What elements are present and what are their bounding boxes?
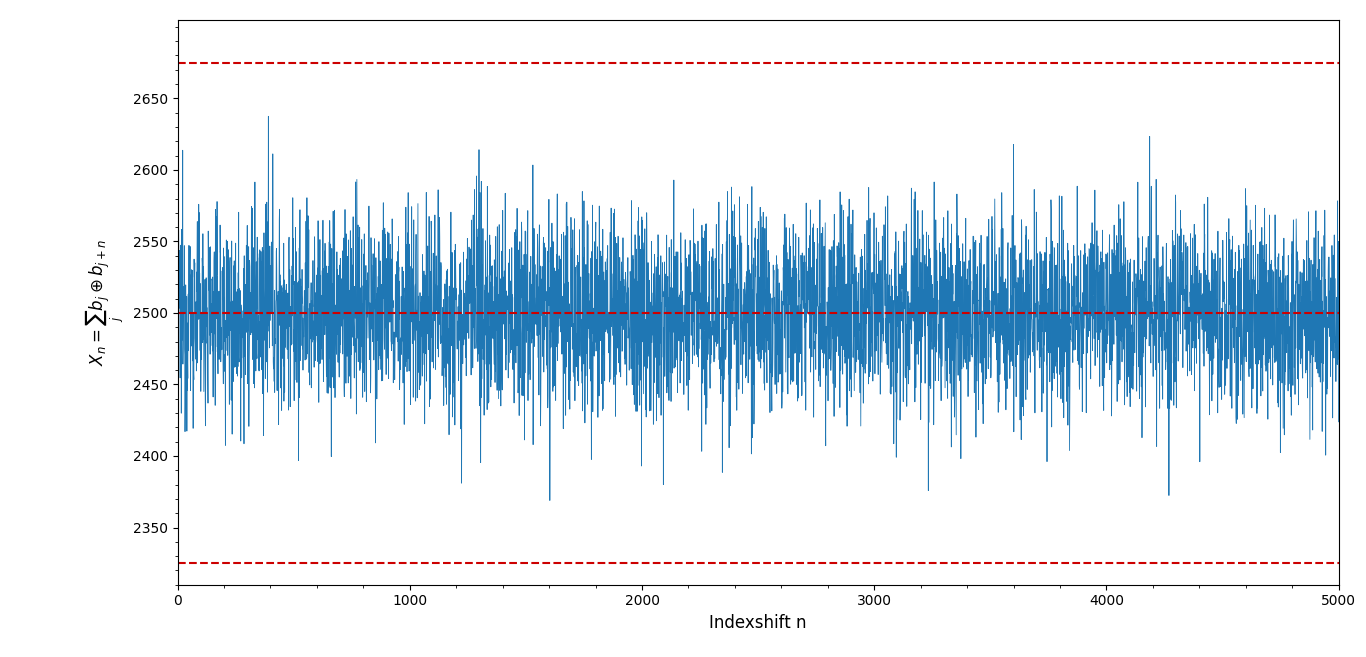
X-axis label: Indexshift n: Indexshift n <box>709 614 807 632</box>
Y-axis label: $X_n = \sum_j b_j \oplus b_{j+n}$: $X_n = \sum_j b_j \oplus b_{j+n}$ <box>85 238 127 366</box>
